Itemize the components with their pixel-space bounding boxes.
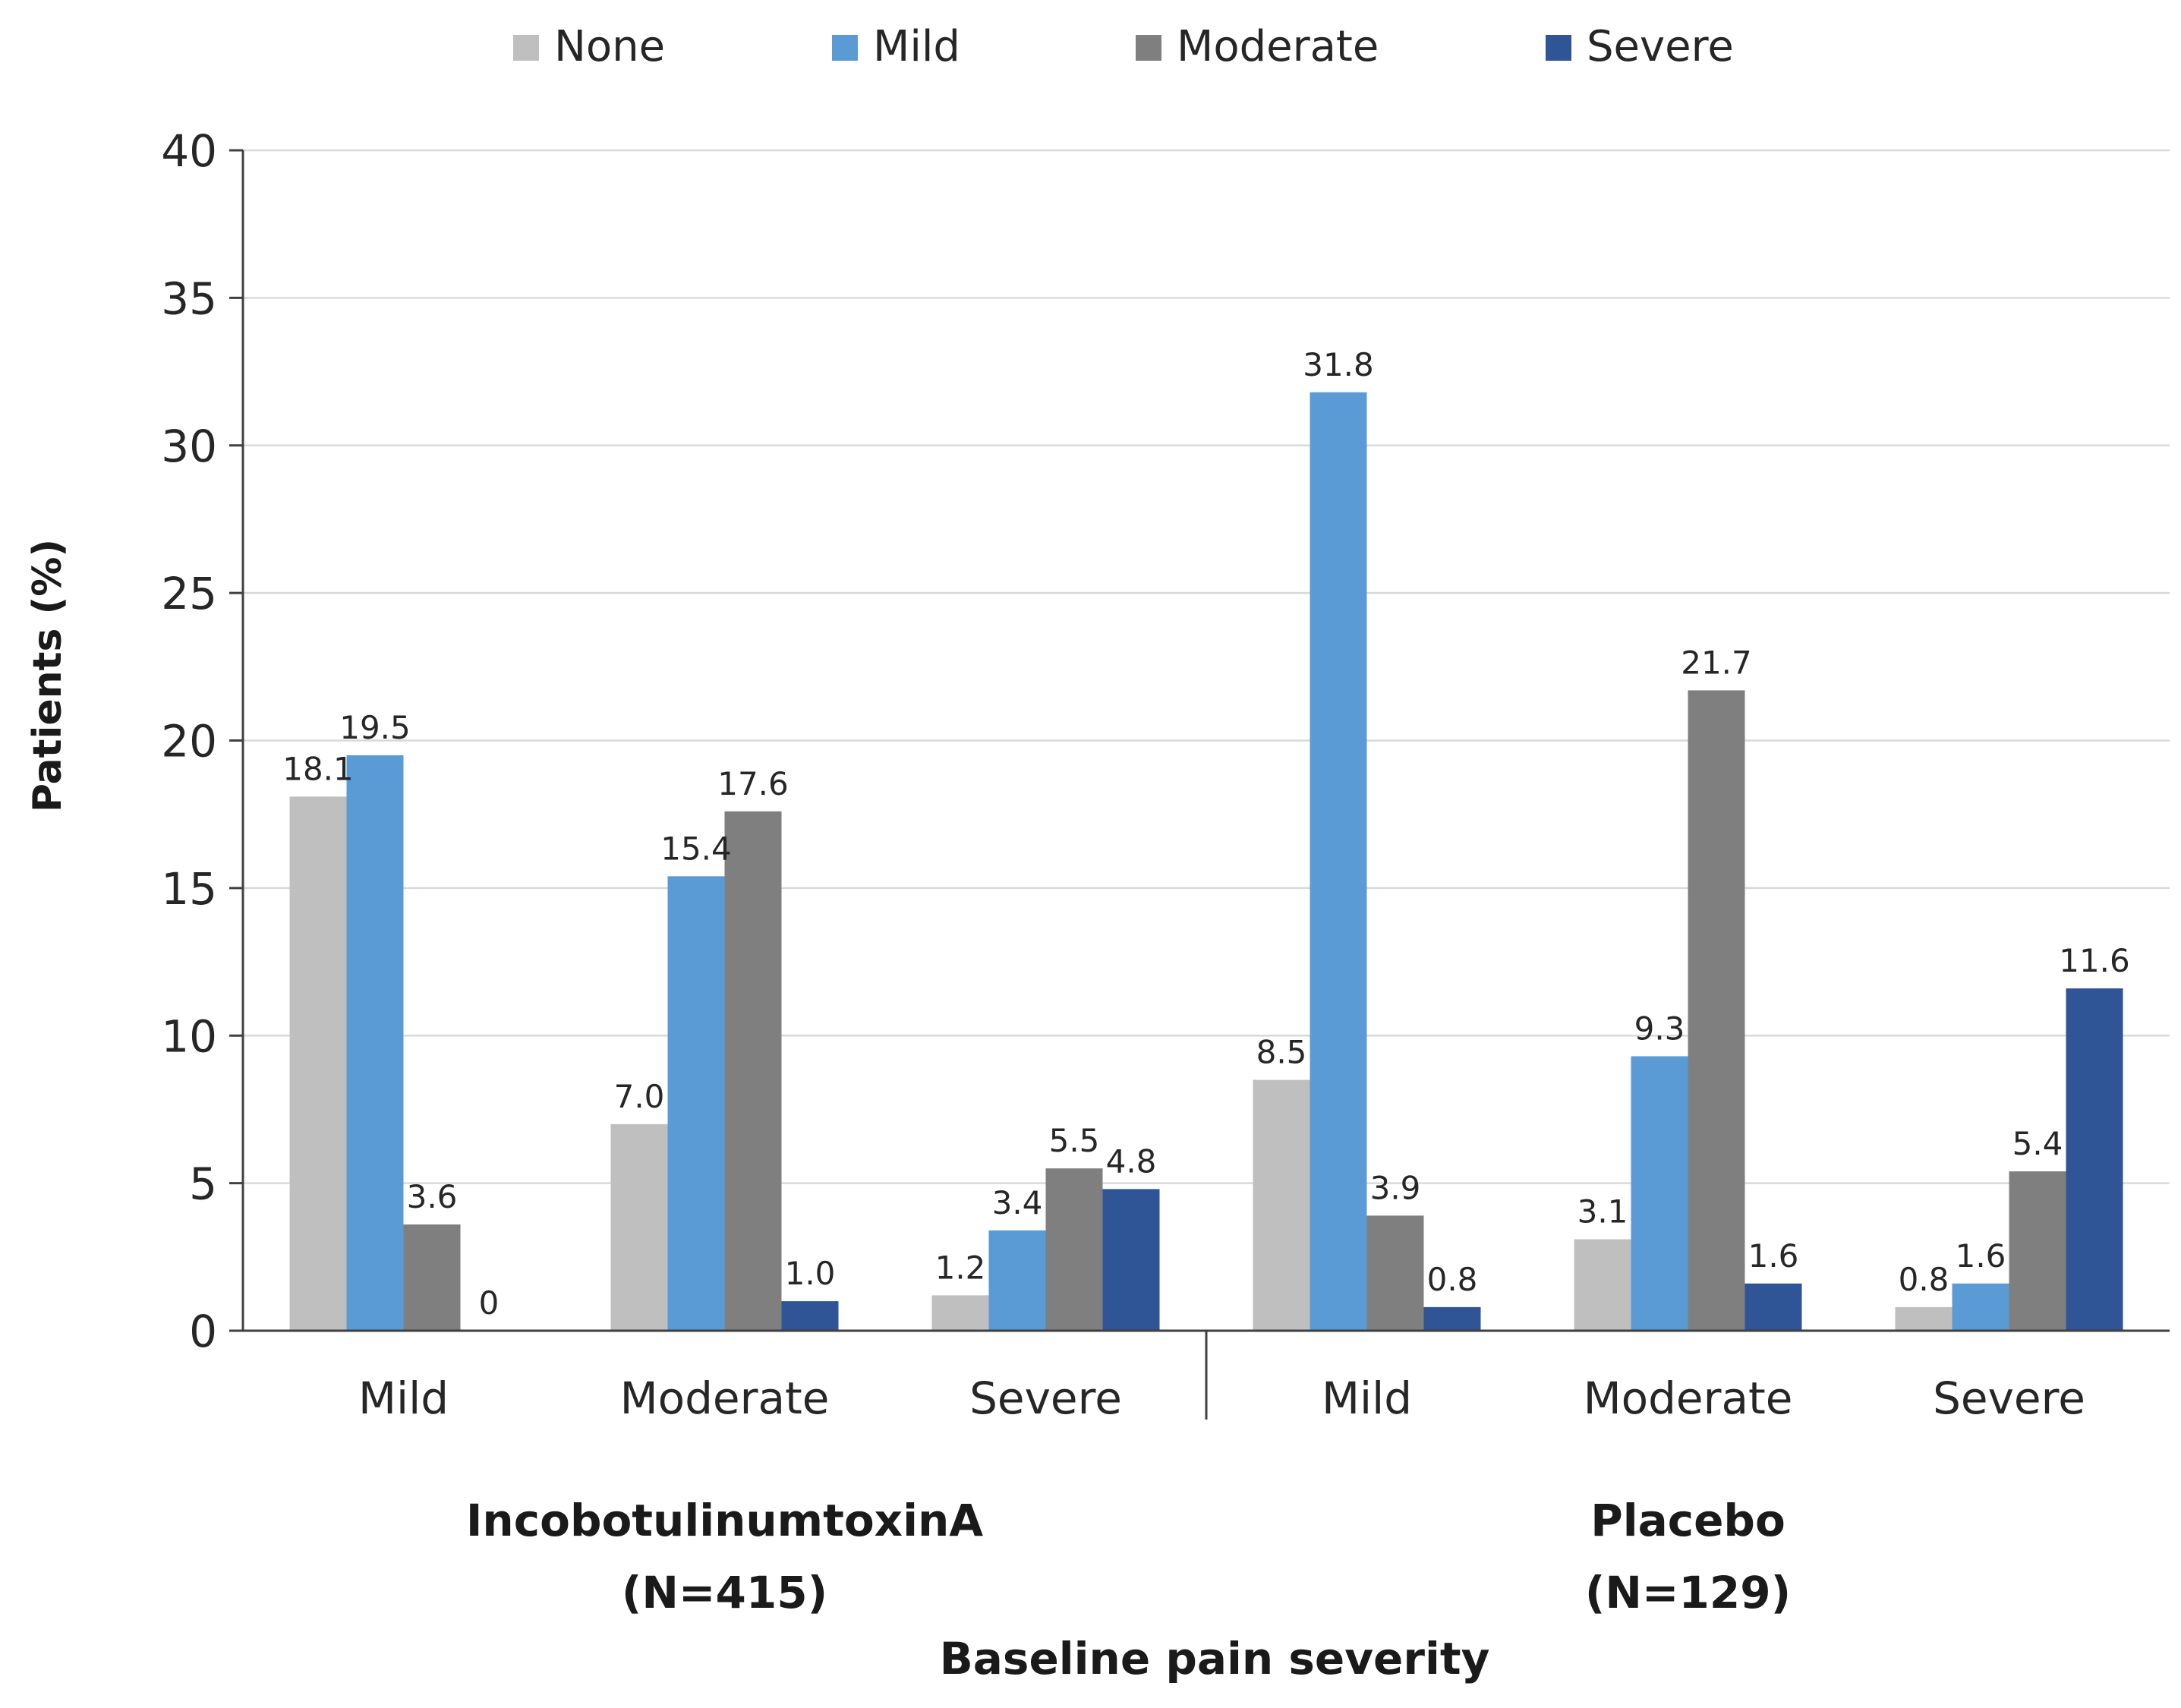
bar-value-label: 7.0 (614, 1078, 665, 1115)
bar-value-label: 0.8 (1427, 1261, 1478, 1298)
y-tick-label: 25 (161, 568, 217, 619)
y-tick-label: 0 (189, 1306, 217, 1357)
bar-value-label: 31.8 (1303, 346, 1374, 383)
category-label: Moderate (620, 1372, 830, 1424)
y-tick-label: 35 (161, 273, 217, 324)
bar-value-label: 3.1 (1577, 1193, 1628, 1230)
category-label: Moderate (1584, 1372, 1793, 1424)
axes (229, 149, 2170, 1420)
bar-moderate (2009, 1171, 2066, 1331)
bar-value-label: 0.8 (1899, 1261, 1949, 1298)
category-label: Severe (1933, 1372, 2085, 1424)
bar-none (1253, 1079, 1310, 1331)
bar-severe (1423, 1306, 1481, 1331)
bar-value-label: 9.3 (1634, 1010, 1685, 1047)
group-label-line2: (N=415) (622, 1567, 827, 1618)
group-label-line2: (N=129) (1585, 1567, 1791, 1618)
bar-value-label: 1.2 (935, 1249, 986, 1286)
bar-mild (1310, 392, 1367, 1331)
bar-value-label: 17.6 (717, 765, 789, 802)
legend-swatch-mild (832, 35, 858, 61)
group-label-line1: IncobotulinumtoxinA (466, 1495, 983, 1546)
bar-value-label: 5.4 (2012, 1125, 2063, 1162)
bar-value-label: 3.4 (992, 1184, 1043, 1221)
bar-mild (667, 876, 725, 1331)
category-label: Mild (358, 1372, 449, 1424)
y-tick-label: 15 (161, 863, 217, 915)
y-tick-labels: 0 5 10 15 20 25 30 35 40 (161, 125, 217, 1357)
bar-none (931, 1295, 989, 1331)
bar-moderate (1045, 1168, 1103, 1331)
legend-label: Mild (873, 22, 960, 71)
legend-label: Moderate (1177, 22, 1379, 71)
bar-value-label: 4.8 (1106, 1142, 1157, 1180)
bar-value-label: 18.1 (282, 750, 354, 787)
legend-swatch-moderate (1136, 35, 1161, 61)
category-labels: Mild Moderate Severe Mild Moderate Severe (358, 1372, 2085, 1424)
legend: None Mild Moderate Severe (513, 22, 1734, 71)
bar-value-label: 5.5 (1049, 1122, 1100, 1159)
bar-severe (1102, 1189, 1160, 1331)
bar-value-label: 1.0 (785, 1255, 836, 1292)
x-axis-label: Baseline pain severity (940, 1633, 1490, 1684)
bar-value-label: 3.6 (407, 1178, 458, 1215)
category-label: Mild (1322, 1372, 1412, 1424)
bar-mild (1952, 1283, 2009, 1331)
bar-moderate (724, 811, 782, 1331)
bar-value-label: 15.4 (660, 830, 732, 867)
bar-value-label: 0 (479, 1284, 500, 1322)
gridlines (243, 149, 2170, 1184)
bar-mild (1631, 1056, 1688, 1331)
bar-value-label: 8.5 (1256, 1034, 1307, 1071)
y-tick-label: 20 (161, 716, 217, 767)
bar-mild (988, 1230, 1046, 1331)
bar-value-label: 1.6 (1956, 1237, 2006, 1275)
legend-label: None (554, 22, 665, 71)
bar-value-label: 3.9 (1370, 1169, 1421, 1206)
bar-none (1574, 1239, 1631, 1331)
y-tick-label: 5 (189, 1158, 217, 1210)
bars (289, 392, 2123, 1331)
category-label: Severe (969, 1372, 1122, 1424)
bar-none (1895, 1306, 1952, 1331)
bar-moderate (1688, 690, 1745, 1331)
legend-label: Severe (1587, 22, 1734, 71)
y-tick-label: 40 (161, 125, 217, 177)
y-tick-label: 30 (161, 421, 217, 472)
legend-swatch-severe (1546, 35, 1571, 61)
bar-none (610, 1123, 668, 1331)
group-labels: IncobotulinumtoxinA (N=415) Placebo (N=129) (466, 1495, 1791, 1618)
bar-value-labels: 18.1 7.0 1.2 8.5 3.1 0.8 19.5 15.4 3.4 31.8 9.3 1.6… (282, 346, 2130, 1322)
bar-moderate (1366, 1215, 1424, 1331)
y-axis-label: Patients (%) (25, 539, 71, 812)
bar-none (289, 796, 347, 1331)
bar-severe (781, 1301, 839, 1331)
y-tick-label: 10 (161, 1010, 217, 1062)
bar-value-label: 19.5 (339, 709, 411, 746)
bar-value-label: 1.6 (1748, 1237, 1799, 1275)
bar-severe (2066, 988, 2123, 1331)
group-label-line1: Placebo (1590, 1495, 1785, 1546)
legend-swatch-none (513, 35, 539, 61)
bar-severe (1744, 1283, 1802, 1331)
bar-value-label: 11.6 (2059, 942, 2130, 979)
bar-mild (346, 755, 404, 1331)
bar-moderate (403, 1224, 461, 1331)
bar-value-label: 21.7 (1681, 644, 1752, 681)
